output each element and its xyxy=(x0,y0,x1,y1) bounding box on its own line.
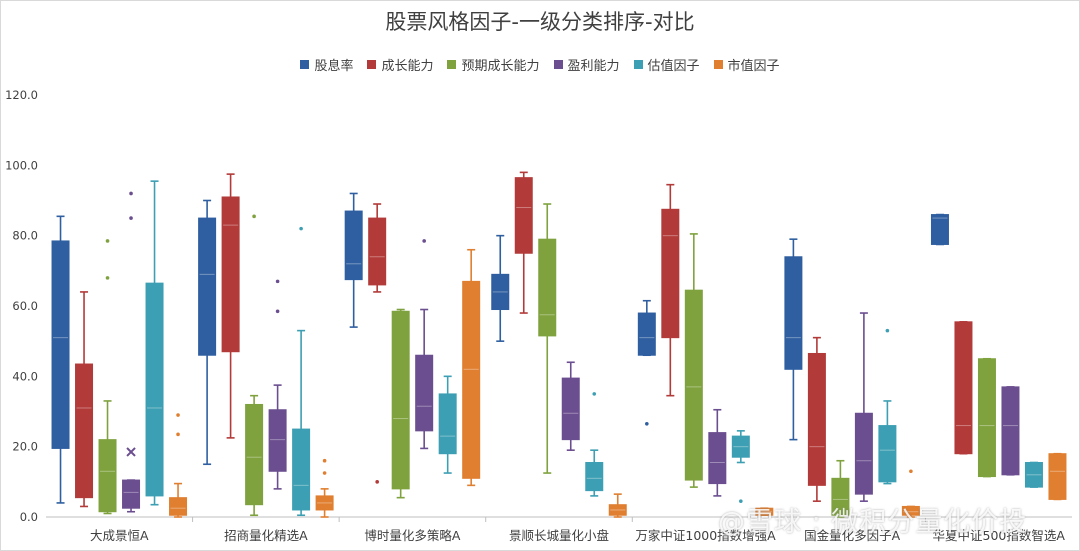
box xyxy=(878,425,897,483)
x-tick-label: 国金量化多因子A xyxy=(804,528,901,543)
box xyxy=(977,358,996,478)
chart-legend: 股息率 成长能力 预期成长能力 盈利能力 估值因子 市值因子 xyxy=(0,55,1080,74)
box xyxy=(854,412,873,495)
legend-label: 股息率 xyxy=(314,59,354,74)
box xyxy=(708,432,727,485)
box xyxy=(438,393,457,455)
y-tick-label: 80.0 xyxy=(12,229,38,243)
box xyxy=(684,289,703,481)
x-tick-label: 华夏中证500指数智选A xyxy=(933,528,1066,543)
box xyxy=(561,377,580,441)
box xyxy=(145,282,164,497)
legend-swatch xyxy=(447,60,457,69)
y-tick-label: 40.0 xyxy=(12,369,38,383)
legend-item: 估值因子 xyxy=(633,55,700,74)
legend-label: 预期成长能力 xyxy=(461,59,540,74)
outlier-point xyxy=(322,471,327,475)
y-tick-label: 0.0 xyxy=(20,510,38,524)
outlier-point xyxy=(275,309,280,314)
box xyxy=(344,210,363,281)
legend-swatch xyxy=(713,60,723,69)
outlier-point xyxy=(299,226,303,231)
box xyxy=(637,312,656,356)
mean-marker xyxy=(126,447,136,457)
legend-item: 股息率 xyxy=(300,55,353,74)
legend-swatch xyxy=(633,60,643,69)
outlier-point xyxy=(105,239,110,243)
box xyxy=(585,461,604,492)
x-tick-label: 招商量化精选A xyxy=(224,528,308,543)
outlier-point xyxy=(275,279,280,284)
legend-label: 成长能力 xyxy=(381,59,434,74)
outlier-point xyxy=(422,239,426,243)
legend-item: 市值因子 xyxy=(713,55,780,74)
legend-swatch xyxy=(367,60,377,69)
outlier-point xyxy=(645,422,649,426)
box xyxy=(245,403,264,506)
outlier-point xyxy=(176,413,180,417)
box xyxy=(315,495,334,511)
box xyxy=(292,428,311,511)
box xyxy=(98,439,117,513)
outlier-point xyxy=(592,392,597,396)
legend-swatch xyxy=(300,60,310,69)
box xyxy=(491,273,510,311)
box xyxy=(608,504,627,516)
box xyxy=(75,363,94,499)
outlier-point xyxy=(322,458,327,463)
box xyxy=(784,256,803,370)
box xyxy=(901,505,920,516)
box xyxy=(415,354,434,432)
outlier-point xyxy=(375,480,379,484)
box xyxy=(1048,453,1067,500)
legend-label: 盈利能力 xyxy=(567,59,620,74)
outlier-point xyxy=(739,499,743,503)
legend-item: 成长能力 xyxy=(367,55,433,74)
box xyxy=(122,479,141,509)
outlier-point xyxy=(129,216,133,220)
box xyxy=(1001,386,1020,476)
box xyxy=(462,280,481,479)
y-tick-label: 100.0 xyxy=(5,158,38,172)
box xyxy=(221,196,240,353)
box xyxy=(930,214,949,245)
x-tick-label: 博时量化多策略A xyxy=(364,528,461,543)
box xyxy=(661,208,680,339)
box xyxy=(731,435,750,458)
outlier-point xyxy=(105,276,110,280)
box xyxy=(1024,461,1043,488)
box xyxy=(51,240,70,449)
x-tick-label: 景顺长城量化小盘 xyxy=(509,528,609,543)
box xyxy=(198,217,217,356)
outlier-point xyxy=(909,469,913,474)
x-tick-label: 大成景恒A xyxy=(90,528,149,543)
y-tick-label: 120.0 xyxy=(5,88,38,102)
chart-title: 股票风格因子-一级分类排序-对比 xyxy=(385,10,695,34)
legend-label: 估值因子 xyxy=(647,59,700,74)
box xyxy=(807,352,826,486)
outlier-point xyxy=(252,214,256,219)
watermark: @雪球 : 微积分量化价投 xyxy=(718,507,1028,538)
outlier-point xyxy=(129,191,133,196)
box xyxy=(368,217,387,286)
box xyxy=(831,477,850,516)
legend-swatch xyxy=(553,60,563,69)
box xyxy=(169,497,188,516)
box xyxy=(538,238,557,337)
y-tick-label: 60.0 xyxy=(12,299,38,313)
box xyxy=(755,507,774,516)
legend-label: 市值因子 xyxy=(727,59,780,74)
outlier-point xyxy=(176,432,180,437)
outlier-point xyxy=(885,328,890,333)
box xyxy=(514,177,533,254)
box xyxy=(268,409,287,472)
legend-item: 盈利能力 xyxy=(553,55,620,74)
box xyxy=(954,321,973,455)
legend-item: 预期成长能力 xyxy=(447,55,540,74)
x-tick-label: 万家中证1000指数增强A xyxy=(635,528,776,543)
box xyxy=(391,310,410,490)
y-tick-label: 20.0 xyxy=(12,440,38,454)
